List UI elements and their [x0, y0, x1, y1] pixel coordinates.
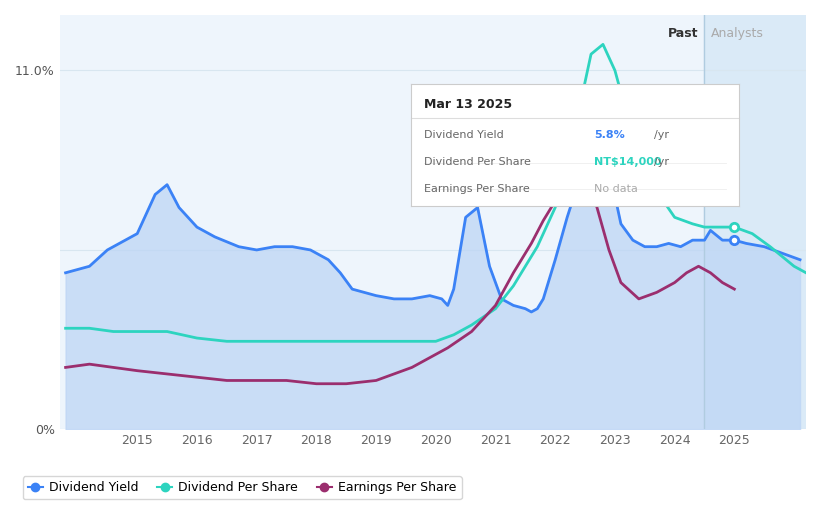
- Bar: [704, 15, 806, 429]
- Legend: Dividend Yield, Dividend Per Share, Earnings Per Share: Dividend Yield, Dividend Per Share, Earn…: [23, 476, 461, 499]
- Text: 5.8%: 5.8%: [594, 130, 625, 140]
- Text: No data: No data: [594, 184, 638, 194]
- Text: /yr: /yr: [654, 130, 668, 140]
- Text: Analysts: Analysts: [710, 27, 764, 41]
- Text: Mar 13 2025: Mar 13 2025: [424, 99, 511, 111]
- Text: /yr: /yr: [654, 157, 668, 167]
- Text: Dividend Yield: Dividend Yield: [424, 130, 503, 140]
- Text: Earnings Per Share: Earnings Per Share: [424, 184, 530, 194]
- Text: NT$14,000: NT$14,000: [594, 157, 662, 167]
- Text: Dividend Per Share: Dividend Per Share: [424, 157, 530, 167]
- Text: Past: Past: [668, 27, 699, 41]
